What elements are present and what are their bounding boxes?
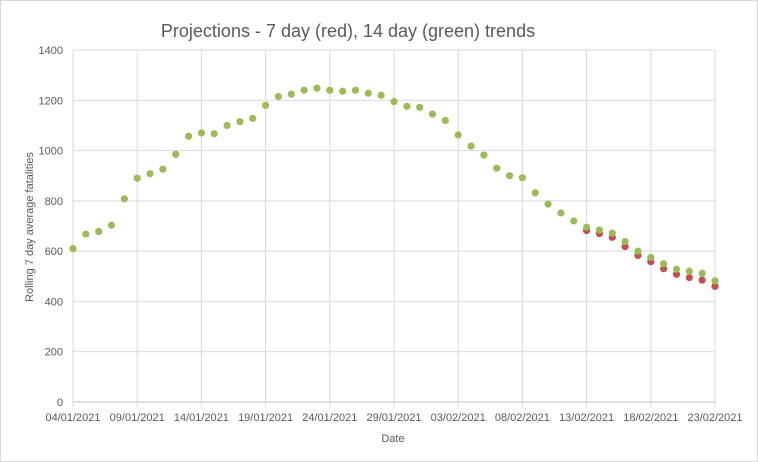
chart-title: Projections - 7 day (red), 14 day (green… bbox=[161, 21, 535, 41]
data-point-green bbox=[416, 103, 424, 111]
data-point-green bbox=[647, 253, 655, 262]
data-point-green bbox=[531, 189, 539, 197]
data-point-green bbox=[557, 209, 565, 217]
x-tick-label: 19/01/2021 bbox=[238, 412, 293, 424]
data-point-green bbox=[69, 245, 77, 253]
y-tick-label: 400 bbox=[45, 296, 63, 308]
data-point-green bbox=[467, 142, 475, 150]
x-tick-label: 04/01/2021 bbox=[45, 412, 100, 424]
data-point-red bbox=[685, 273, 693, 282]
data-point-green bbox=[133, 174, 141, 182]
data-point-green bbox=[351, 86, 360, 94]
data-point-green bbox=[621, 237, 629, 246]
y-tick-labels: 0 200 400 600 800 1000 1200 1400 bbox=[39, 45, 63, 409]
data-point-green bbox=[287, 90, 295, 98]
data-point-green bbox=[197, 129, 205, 137]
y-tick-label: 0 bbox=[57, 397, 63, 409]
x-tick-label: 18/02/2021 bbox=[623, 412, 678, 424]
x-tick-label: 14/01/2021 bbox=[174, 412, 229, 424]
data-point-red bbox=[672, 270, 681, 278]
x-tick-label: 03/02/2021 bbox=[431, 412, 486, 424]
y-tick-label: 1000 bbox=[39, 146, 63, 158]
data-point-green bbox=[326, 86, 334, 94]
data-point-green bbox=[595, 226, 604, 234]
data-point-green bbox=[711, 277, 719, 285]
data-point-green bbox=[274, 92, 283, 101]
data-point-green bbox=[262, 101, 270, 109]
data-point-green bbox=[634, 247, 642, 255]
data-point-red bbox=[711, 282, 719, 290]
x-tick-label: 29/01/2021 bbox=[366, 412, 421, 424]
data-point-green bbox=[339, 87, 347, 95]
data-point-green bbox=[159, 165, 167, 173]
x-tick-label: 13/02/2021 bbox=[559, 412, 614, 424]
data-points bbox=[69, 84, 719, 290]
data-point-green bbox=[390, 97, 398, 106]
data-point-green bbox=[672, 265, 681, 273]
data-point-green bbox=[210, 130, 218, 138]
y-tick-label: 1400 bbox=[39, 45, 63, 57]
data-point-green bbox=[364, 89, 372, 97]
data-point-green bbox=[313, 84, 321, 92]
data-point-green bbox=[570, 217, 578, 225]
x-tick-label: 23/02/2021 bbox=[687, 412, 742, 424]
data-point-green bbox=[249, 114, 257, 122]
data-point-green bbox=[583, 223, 591, 231]
data-point-green bbox=[107, 221, 116, 229]
data-point-red bbox=[698, 276, 706, 284]
x-tick-label: 24/01/2021 bbox=[302, 412, 357, 424]
data-point-green bbox=[300, 86, 308, 94]
data-point-green bbox=[172, 150, 180, 158]
data-point-green bbox=[95, 227, 103, 236]
y-tick-label: 200 bbox=[45, 347, 63, 359]
data-point-red bbox=[660, 265, 668, 273]
y-axis-label: Rolling 7 day average fatalities bbox=[24, 152, 36, 302]
y-tick-label: 600 bbox=[45, 246, 63, 258]
x-tick-label: 08/02/2021 bbox=[495, 412, 550, 424]
y-tick-label: 800 bbox=[45, 196, 63, 208]
data-point-green bbox=[505, 172, 514, 180]
data-point-green bbox=[660, 260, 668, 268]
data-point-green bbox=[454, 131, 462, 139]
data-point-green bbox=[403, 102, 411, 110]
data-point-green bbox=[544, 200, 552, 208]
x-tick-labels: 04/01/2021 09/01/2021 14/01/2021 19/01/2021… bbox=[45, 412, 742, 424]
data-point-green bbox=[441, 116, 449, 124]
data-point-green bbox=[480, 151, 488, 159]
data-point-green bbox=[698, 269, 706, 277]
data-point-green bbox=[82, 230, 90, 238]
data-point-green bbox=[518, 174, 527, 182]
x-tick-label: 09/01/2021 bbox=[110, 412, 165, 424]
data-point-green bbox=[428, 110, 437, 118]
data-point-green bbox=[236, 118, 244, 126]
y-tick-label: 1200 bbox=[39, 95, 63, 107]
data-point-green bbox=[377, 91, 385, 99]
data-point-green bbox=[608, 229, 616, 237]
data-point-green bbox=[223, 121, 231, 130]
x-axis-label: Date bbox=[381, 433, 404, 445]
data-point-green bbox=[493, 164, 501, 172]
data-point-green bbox=[184, 132, 193, 140]
data-point-green bbox=[120, 195, 128, 203]
data-point-red bbox=[621, 243, 629, 251]
gridlines bbox=[72, 49, 716, 407]
data-point-green bbox=[685, 267, 693, 275]
data-point-green bbox=[146, 170, 154, 178]
